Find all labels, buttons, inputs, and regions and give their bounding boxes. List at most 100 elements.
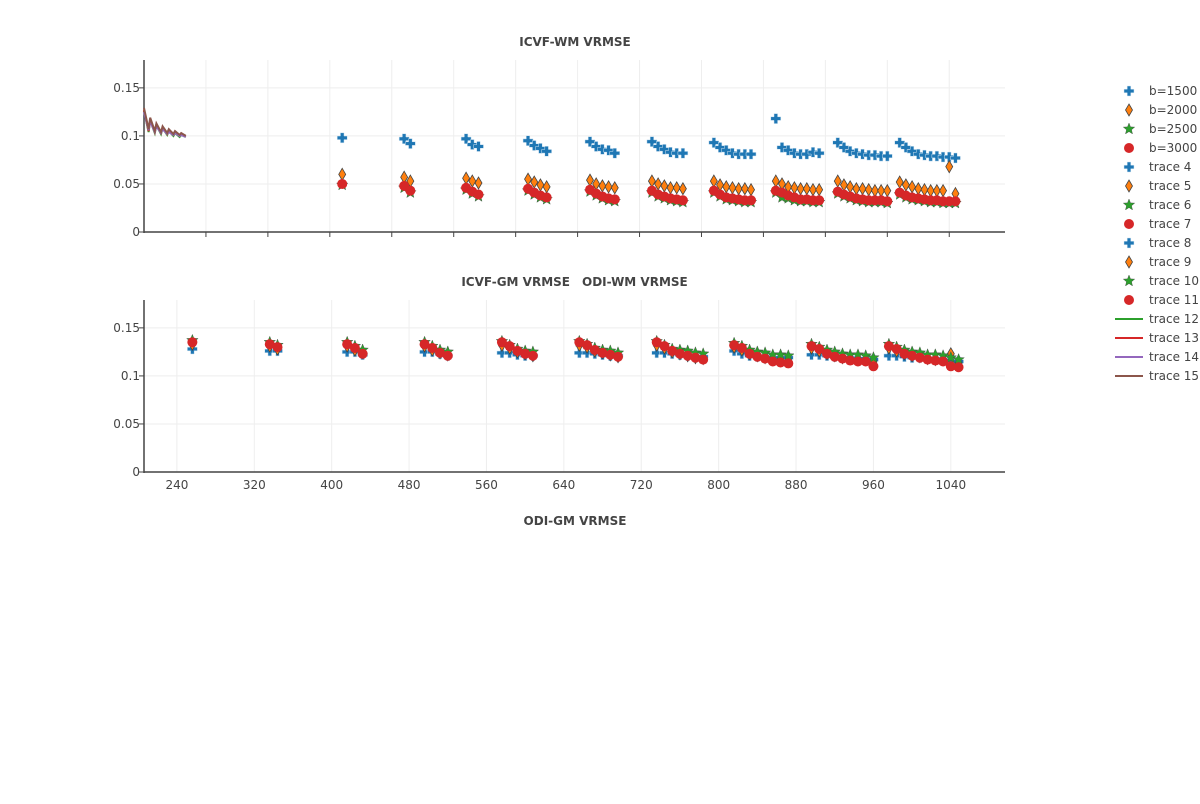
data-point <box>857 148 868 160</box>
data-point <box>747 182 755 197</box>
legend-item[interactable]: trace 14 <box>1115 350 1199 364</box>
data-point <box>467 139 478 150</box>
data-point <box>603 145 614 156</box>
data-point <box>528 140 540 151</box>
data-point <box>473 141 484 152</box>
series-trace-15 <box>143 107 187 137</box>
legend-marker-diamond-icon <box>1125 255 1133 269</box>
legend-item[interactable]: trace 9 <box>1125 255 1192 269</box>
data-point <box>651 347 662 359</box>
data-point <box>542 180 551 194</box>
data-point <box>520 348 531 359</box>
data-point <box>512 345 523 356</box>
data-point <box>597 144 608 155</box>
x-tick-label: 880 <box>785 478 808 492</box>
data-point <box>541 146 552 157</box>
legend-marker-circle-icon <box>1124 143 1134 153</box>
data-point <box>851 147 862 159</box>
data-point <box>938 356 949 367</box>
data-point <box>187 337 198 348</box>
legend-item[interactable]: b=2500 <box>1122 122 1197 136</box>
data-point <box>914 181 923 196</box>
legend-item[interactable]: b=3000 <box>1124 141 1197 155</box>
middle-plot-title-overlap: ODI-WM VRMSE <box>582 275 688 289</box>
data-point <box>950 152 961 164</box>
legend-item[interactable]: trace 10 <box>1122 274 1199 288</box>
data-point <box>435 347 446 358</box>
data-point <box>745 148 757 160</box>
data-point <box>919 149 930 161</box>
data-point <box>776 142 788 153</box>
legend-item[interactable]: trace 11 <box>1124 293 1199 307</box>
bottom-plot-title: ODI-GM VRMSE <box>524 514 627 528</box>
middle-plot-title: ICVF-GM VRMSE <box>461 275 570 289</box>
data-point <box>829 351 840 362</box>
y-tick-label: 0.15 <box>113 81 140 95</box>
data-point <box>767 356 778 367</box>
legend-item[interactable]: trace 8 <box>1123 236 1191 250</box>
legend-item[interactable]: trace 15 <box>1115 369 1199 383</box>
data-point <box>678 181 687 196</box>
data-point <box>462 171 471 185</box>
x-tick-label: 1040 <box>936 478 967 492</box>
data-point <box>815 182 824 197</box>
data-point <box>672 181 681 195</box>
data-point <box>807 146 819 158</box>
legend-marker-circle-icon <box>1124 295 1134 305</box>
legend-item[interactable]: b=2000 <box>1125 103 1198 117</box>
data-point <box>337 178 348 189</box>
data-point <box>652 141 664 152</box>
legend-item[interactable]: trace 12 <box>1115 312 1199 326</box>
legend-item[interactable]: trace 5 <box>1125 179 1192 193</box>
data-point <box>473 189 484 200</box>
data-point <box>665 146 676 158</box>
data-point <box>524 172 533 186</box>
data-point <box>690 352 701 363</box>
data-point <box>582 340 593 351</box>
series-b-3000 <box>337 178 961 207</box>
legend-marker-diamond-icon <box>1125 103 1133 117</box>
data-point <box>264 339 275 350</box>
data-point <box>806 341 817 352</box>
legend-item[interactable]: trace 7 <box>1124 217 1191 231</box>
y-tick-label: 0 <box>132 465 140 479</box>
legend-marker-cross-icon <box>1123 85 1135 97</box>
data-point <box>590 141 602 152</box>
legend-label: trace 12 <box>1149 312 1199 326</box>
data-point <box>609 194 620 205</box>
data-point <box>844 146 856 157</box>
legend-item[interactable]: b=1500 <box>1123 84 1197 98</box>
legend-label: trace 14 <box>1149 350 1199 364</box>
data-point <box>496 337 507 348</box>
data-point <box>953 362 964 373</box>
legend-label: trace 13 <box>1149 331 1199 345</box>
legend-label: trace 10 <box>1149 274 1199 288</box>
x-tick-label: 240 <box>165 478 188 492</box>
data-point <box>460 133 472 145</box>
data-point <box>789 147 800 159</box>
legend[interactable]: b=1500 b=2000 b=2500 b=3000 trace 4 trace 5 tr… <box>1115 84 1199 383</box>
data-point <box>845 355 856 366</box>
data-point <box>846 180 855 194</box>
data-point <box>782 349 795 362</box>
data-point <box>427 343 438 354</box>
data-point <box>405 138 416 149</box>
data-point <box>744 348 755 359</box>
series-b-1500 <box>336 113 961 164</box>
top-plot: 0 0.05 0.1 0.15 <box>113 60 1005 239</box>
data-point <box>336 132 348 144</box>
legend-item[interactable]: trace 6 <box>1122 198 1191 212</box>
data-point <box>504 341 515 352</box>
legend-marker-diamond-icon <box>1125 179 1133 193</box>
x-tick-label: 400 <box>320 478 343 492</box>
data-point <box>609 147 621 159</box>
legend-label: trace 7 <box>1149 217 1191 231</box>
data-point <box>869 149 881 161</box>
data-point <box>930 355 941 366</box>
legend-item[interactable]: trace 4 <box>1123 160 1191 174</box>
plots: 0 0.05 0.1 0.15 240 320 400 480 560 640 720 800 880 9… <box>113 60 1005 492</box>
data-point <box>536 178 545 192</box>
data-point <box>914 352 925 363</box>
legend-item[interactable]: trace 13 <box>1115 331 1199 345</box>
